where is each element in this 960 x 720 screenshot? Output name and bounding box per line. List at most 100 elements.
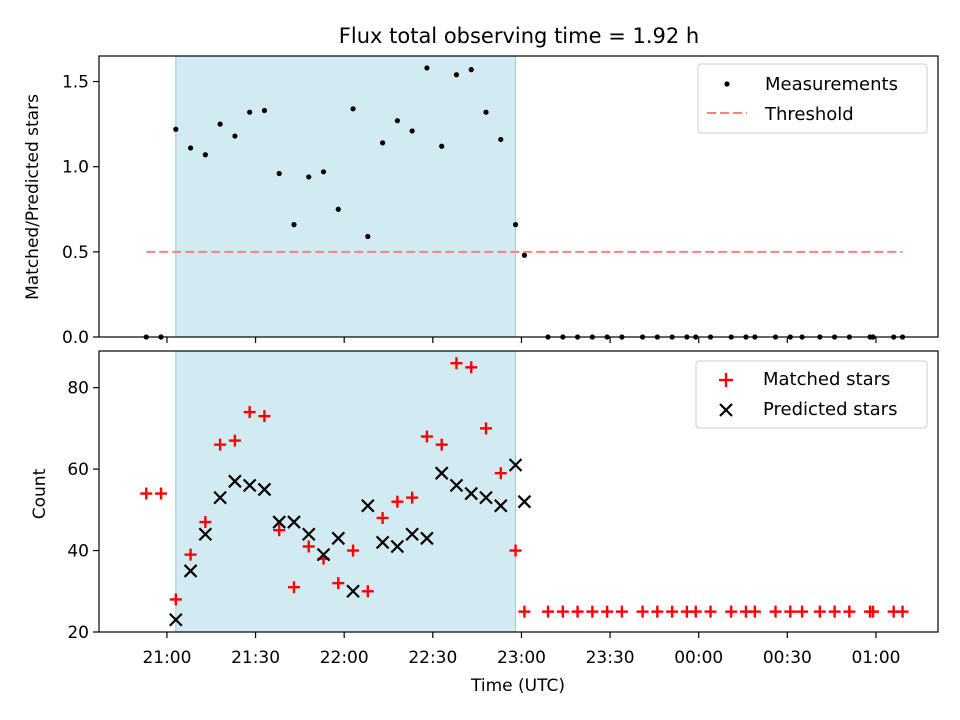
measurement-point xyxy=(173,126,179,132)
measurement-point xyxy=(202,152,208,158)
x-tick-label: 21:30 xyxy=(231,648,280,668)
measurement-point xyxy=(335,206,341,212)
measurement-point xyxy=(512,222,519,228)
measurement-point xyxy=(247,109,253,115)
measurement-point xyxy=(521,252,528,258)
matched-star-point xyxy=(140,487,153,500)
measurement-point xyxy=(217,121,223,127)
measurement-point xyxy=(350,106,356,112)
measurement-point xyxy=(394,118,400,124)
predicted-star-point xyxy=(517,494,532,509)
y-tick-label: 40 xyxy=(67,542,89,562)
measurement-point xyxy=(276,170,282,177)
predicted-star-point xyxy=(405,527,419,542)
bottom-axes: 20 40 60 80 21:00 21:30 22:00 22:30 23:00 23:30 0… xyxy=(30,350,939,696)
matched-star-point xyxy=(243,406,256,419)
matched-star-point xyxy=(748,605,761,618)
bottom-legend-box xyxy=(695,360,928,429)
matched-star-point xyxy=(509,544,522,557)
matched-star-point xyxy=(704,605,717,618)
legend-marker-matched xyxy=(719,373,733,387)
matched-star-point xyxy=(867,605,880,618)
matched-star-point xyxy=(273,524,286,537)
bottom-y-ticks: 20 40 60 80 xyxy=(67,379,99,643)
predicted-star-point xyxy=(508,458,523,472)
top-y-axis-label: Matched/Predicted stars xyxy=(23,94,43,300)
measurement-point xyxy=(291,222,297,228)
measurement-point xyxy=(306,174,312,180)
matched-star-point xyxy=(494,467,507,480)
x-tick-label: 00:00 xyxy=(674,648,723,668)
matched-star-point xyxy=(542,605,555,618)
measurement-point xyxy=(453,72,460,78)
chart-title: Flux total observing time = 1.92 h xyxy=(339,24,699,48)
predicted-star-point xyxy=(420,531,434,546)
matched-star-point xyxy=(376,511,389,524)
top-legend: Measurements Threshold xyxy=(697,63,928,134)
measurement-point xyxy=(232,133,238,139)
matched-star-point xyxy=(332,577,345,590)
matched-star-point xyxy=(420,430,433,443)
matched-star-point xyxy=(571,605,584,618)
bottom-x-ticks: 21:00 21:30 22:00 22:30 23:00 23:30 00:00 00:30… xyxy=(142,632,900,668)
matched-star-point xyxy=(199,516,212,529)
y-tick-label: 1.5 xyxy=(62,73,89,93)
predicted-star-point xyxy=(301,527,316,542)
y-tick-label: 80 xyxy=(67,379,89,399)
bottom-legend: Matched stars Predicted stars xyxy=(695,360,928,429)
y-tick-label: 20 xyxy=(67,623,89,643)
x-tick-label: 22:30 xyxy=(408,648,457,668)
measurements-series xyxy=(143,65,906,340)
x-tick-label: 23:30 xyxy=(586,648,635,668)
predicted-star-point xyxy=(434,466,449,480)
predicted-star-point xyxy=(183,564,198,578)
x-tick-label: 22:00 xyxy=(320,648,369,668)
predicted-star-point xyxy=(390,539,405,554)
top-axes-frame xyxy=(98,55,939,338)
matched-star-point xyxy=(796,605,809,618)
matched-star-point xyxy=(651,605,664,618)
bottom-series xyxy=(140,357,909,627)
observing-window-top xyxy=(175,55,517,338)
matched-star-point xyxy=(228,434,241,447)
y-tick-label: 0.0 xyxy=(62,328,89,348)
matched-star-point xyxy=(184,548,197,561)
measurement-point xyxy=(483,109,489,115)
matched-star-point xyxy=(435,438,448,451)
predicted-star-point xyxy=(257,482,272,497)
top-y-ticks: 0.0 0.5 1.0 1.5 xyxy=(62,73,99,348)
matched-star-point xyxy=(465,361,478,374)
x-tick-label: 23:00 xyxy=(497,648,546,668)
predicted-star-point xyxy=(198,527,213,542)
matched-star-point xyxy=(450,357,463,370)
matched-star-point xyxy=(601,605,614,618)
matched-star-point xyxy=(586,605,599,618)
matched-star-point xyxy=(813,605,826,618)
predicted-star-point xyxy=(346,584,360,599)
y-tick-label: 60 xyxy=(67,460,89,480)
measurement-point xyxy=(365,233,371,240)
matched-star-point xyxy=(302,540,315,553)
y-tick-label: 0.5 xyxy=(62,243,89,263)
matched-star-point xyxy=(361,585,374,598)
measurement-point xyxy=(187,145,194,151)
predicted-star-point xyxy=(287,515,301,529)
measurement-point xyxy=(468,67,474,73)
matched-star-point xyxy=(155,487,168,500)
measurement-point xyxy=(320,169,327,175)
predicted-star-point xyxy=(375,535,390,550)
x-tick-label: 21:00 xyxy=(142,648,191,668)
matched-star-point xyxy=(769,605,782,618)
matched-star-point xyxy=(556,605,569,618)
predicted-star-point xyxy=(272,515,286,529)
top-x-ticks xyxy=(166,337,877,343)
top-legend-box xyxy=(697,63,928,134)
predicted-star-point xyxy=(228,474,242,489)
measurement-point xyxy=(261,107,268,114)
matched-star-point xyxy=(480,422,493,435)
legend-marker-predicted xyxy=(719,403,733,417)
legend-label-measurements: Measurements xyxy=(765,74,898,95)
legend-label-predicted: Predicted stars xyxy=(763,399,897,420)
matched-star-point xyxy=(636,605,649,618)
